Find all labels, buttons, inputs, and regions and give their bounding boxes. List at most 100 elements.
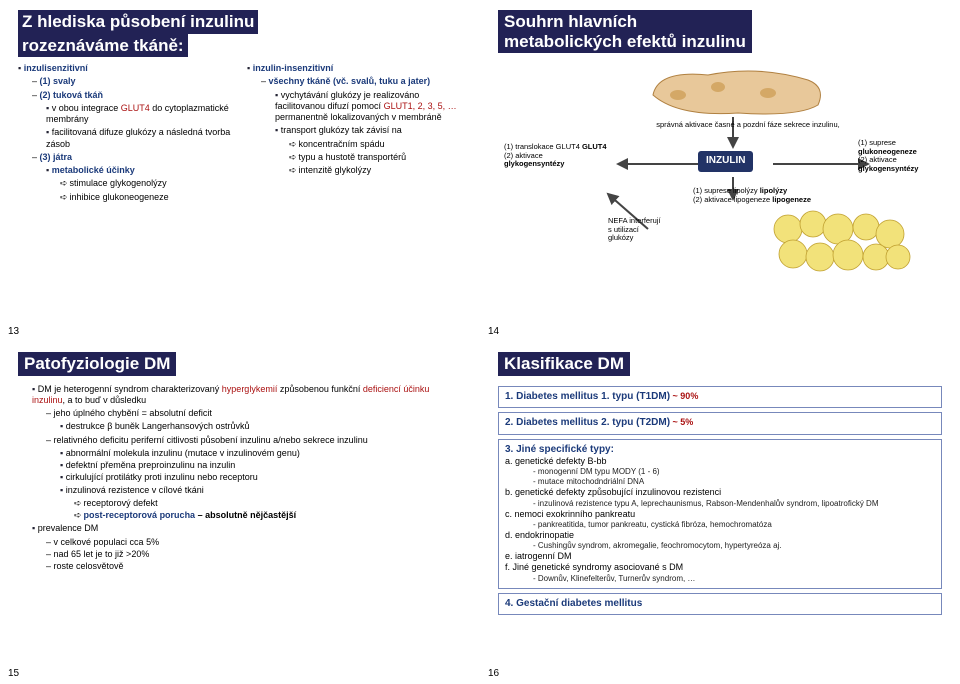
b3a1: - monogenní DM typu MODY (1 - 6) <box>533 467 935 477</box>
b3b: b. genetické defekty způsobující inzulin… <box>505 487 935 498</box>
t: relativného deficitu periferní citlivost… <box>54 435 368 445</box>
lbl-top: správná aktivace časné a pozdní fáze sek… <box>648 121 848 130</box>
b3f: f. Jiné genetické syndromy asociované s … <box>505 562 935 573</box>
slide-13: Z hlediska působení inzulinu rozeznáváme… <box>0 0 480 342</box>
col-left: inzulisenzitivní – (1) svaly – (2) tukov… <box>18 63 233 205</box>
t2: metabolických efektů inzulinu <box>504 32 746 51</box>
a: DM je heterogenní syndrom charakterizova… <box>38 384 222 394</box>
title-line2: rozeznáváme tkáně: <box>18 34 188 58</box>
l3: glykogensyntézy <box>504 159 564 168</box>
li1: – jeho úplného chybění = absolutní defic… <box>46 408 462 433</box>
inzulin-box: INZULIN <box>698 151 753 172</box>
n3: glukózy <box>608 233 633 242</box>
b3b1: - inzulinová rezistence typu A, leprecha… <box>533 499 935 509</box>
li-glyko: stimulace glykogenolýzy <box>60 178 233 189</box>
t: jeho úplného chybění = absolutní deficit <box>54 408 212 418</box>
li-glut4: v obou integrace GLUT4 do cytoplazmatick… <box>46 103 233 126</box>
right-h: inzulin-insenzitivní <box>253 63 334 73</box>
lbl-left: (1) translokace GLUT4 GLUT4 (2) aktivace… <box>504 143 624 169</box>
li-difuze: facilitovaná difuze glukózy a následná t… <box>46 127 233 150</box>
t: transport glukózy tak závisí na <box>281 125 402 135</box>
li-typu: typu a hustotě transportérů <box>289 152 462 163</box>
li-vsechny: – všechny tkáně (vč. svalů, tuku a jater… <box>261 76 462 176</box>
li-svaly: – (1) svaly <box>32 76 233 87</box>
col-right: inzulin-insenzitivní – všechny tkáně (vč… <box>247 63 462 205</box>
li2d: inzulinová rezistence v cílové tkáni rec… <box>60 485 462 522</box>
m2: (2) aktivace lipogeneze <box>693 195 770 204</box>
t: inzulinová rezistence v cílové tkáni <box>66 485 204 495</box>
box4: 4. Gestační diabetes mellitus <box>498 593 942 616</box>
h: 1. Diabetes mellitus 1. typu (T1DM) <box>505 391 670 402</box>
h: 3. Jiné specifické typy: <box>505 444 935 457</box>
t: metabolické účinky <box>52 165 135 175</box>
lbl-mid: (1) suprese lipolýzy lipolýzy (2) aktiva… <box>693 187 853 204</box>
p2: prevalence DM – v celkové populaci cca 5… <box>32 523 462 572</box>
li2c: cirkulující protilátky proti inzulinu ne… <box>60 472 462 483</box>
li2d1: receptorový defekt <box>74 498 462 509</box>
slidenum-14: 14 <box>488 326 499 339</box>
t: (1) svaly <box>40 76 76 86</box>
slidenum-16: 16 <box>488 668 499 681</box>
li2d2: post-receptorová porucha – absolutně něj… <box>74 510 462 521</box>
slidenum-13: 13 <box>8 326 19 339</box>
slide-14: Souhrn hlavních metabolických efektů inz… <box>480 0 960 342</box>
b3a2: - mutace mitochodndriální DNA <box>533 477 935 487</box>
b3d1: - Cushingův syndrom, akromegalie, feochr… <box>533 541 935 551</box>
list15: DM je heterogenní syndrom charakterizova… <box>32 384 462 573</box>
li-tukova: – (2) tuková tkáň v obou integrace GLUT4… <box>32 90 233 150</box>
slide14-title: Souhrn hlavních metabolických efektů inz… <box>498 10 752 53</box>
title-line1: Z hlediska působení inzulinu <box>18 10 258 34</box>
li-transport: transport glukózy tak závisí na koncentr… <box>275 125 462 176</box>
li2: – relativného deficitu periferní citlivo… <box>46 435 462 522</box>
slide15-title: Patofyziologie DM <box>18 352 176 376</box>
slide-15: Patofyziologie DM DM je heterogenní synd… <box>0 342 480 684</box>
t: roste celosvětově <box>54 561 124 571</box>
t2: GLUT1, 2, 3, 5, … <box>384 101 457 111</box>
b3f1: - Downův, Klinefelterův, Turnerův syndro… <box>533 574 935 584</box>
li-konc: koncentračním spádu <box>289 139 462 150</box>
b3a: a. genetické defekty B-bb <box>505 456 935 467</box>
t: vychytávání glukózy je realizováno facil… <box>275 90 457 123</box>
left-h: inzulisenzitivní <box>24 63 88 73</box>
t: nad 65 let je to již >20% <box>54 549 150 559</box>
t: defektní přeměna preproinzulinu na inzul… <box>66 460 236 470</box>
arrows <box>498 59 942 289</box>
p2a: – v celkové populaci cca 5% <box>46 537 462 548</box>
li1a: destrukce β buněk Langerhansových ostrův… <box>60 421 462 432</box>
p: ~ 90% <box>670 391 698 401</box>
c: způsobenou funkční <box>277 384 363 394</box>
slide13-title: Z hlediska působení inzulinu rozeznáváme… <box>18 10 462 57</box>
a: post-receptorová porucha <box>84 510 196 520</box>
t3: permanentně lokalizovaných v membráně <box>275 112 442 122</box>
t: v obou integrace GLUT4 do cytoplazmatick… <box>46 103 229 124</box>
b3c1: - pankreatitida, tumor pankreatu, cystic… <box>533 520 935 530</box>
h: 4. Gestační diabetes mellitus <box>505 598 642 609</box>
t: (3) játra <box>40 152 73 162</box>
li-glukoneo: inhibice glukoneogeneze <box>60 192 233 203</box>
left-heading: inzulisenzitivní <box>18 63 233 74</box>
li2b: defektní přeměna preproinzulinu na inzul… <box>60 460 462 471</box>
b3d: d. endokrinopatie <box>505 530 935 541</box>
li-intenz: intenzitě glykolýzy <box>289 165 462 176</box>
box1: 1. Diabetes mellitus 1. typu (T1DM) ~ 90… <box>498 386 942 409</box>
t: v celkové populaci cca 5% <box>54 537 160 547</box>
p: ~ 5% <box>670 417 693 427</box>
slide16-title: Klasifikace DM <box>498 352 630 376</box>
p2b: – nad 65 let je to již >20% <box>46 549 462 560</box>
diagram: INZULIN správná aktivace časné a pozdní … <box>498 59 942 289</box>
right-list: – všechny tkáně (vč. svalů, tuku a jater… <box>261 76 462 176</box>
b3e: e. iatrogenní DM <box>505 551 935 562</box>
li-jatra: – (3) játra metabolické účinky stimulace… <box>32 152 233 203</box>
t: prevalence DM <box>38 523 99 533</box>
h: 2. Diabetes mellitus 2. typu (T2DM) <box>505 417 670 428</box>
t: abnormální molekula inzulinu (mutace v i… <box>66 448 300 458</box>
b: – absolutně nějčastější <box>195 510 296 520</box>
p1: DM je heterogenní syndrom charakterizova… <box>32 384 462 522</box>
box3: 3. Jiné specifické typy: a. genetické de… <box>498 439 942 589</box>
slidenum-15: 15 <box>8 668 19 681</box>
box2: 2. Diabetes mellitus 2. typu (T2DM) ~ 5% <box>498 412 942 435</box>
two-columns: inzulisenzitivní – (1) svaly – (2) tukov… <box>18 63 462 205</box>
b3c: c. nemoci exokrinního pankreatu <box>505 509 935 520</box>
right-heading: inzulin-insenzitivní <box>247 63 462 74</box>
li-metab: metabolické účinky stimulace glykogenolý… <box>46 165 233 203</box>
